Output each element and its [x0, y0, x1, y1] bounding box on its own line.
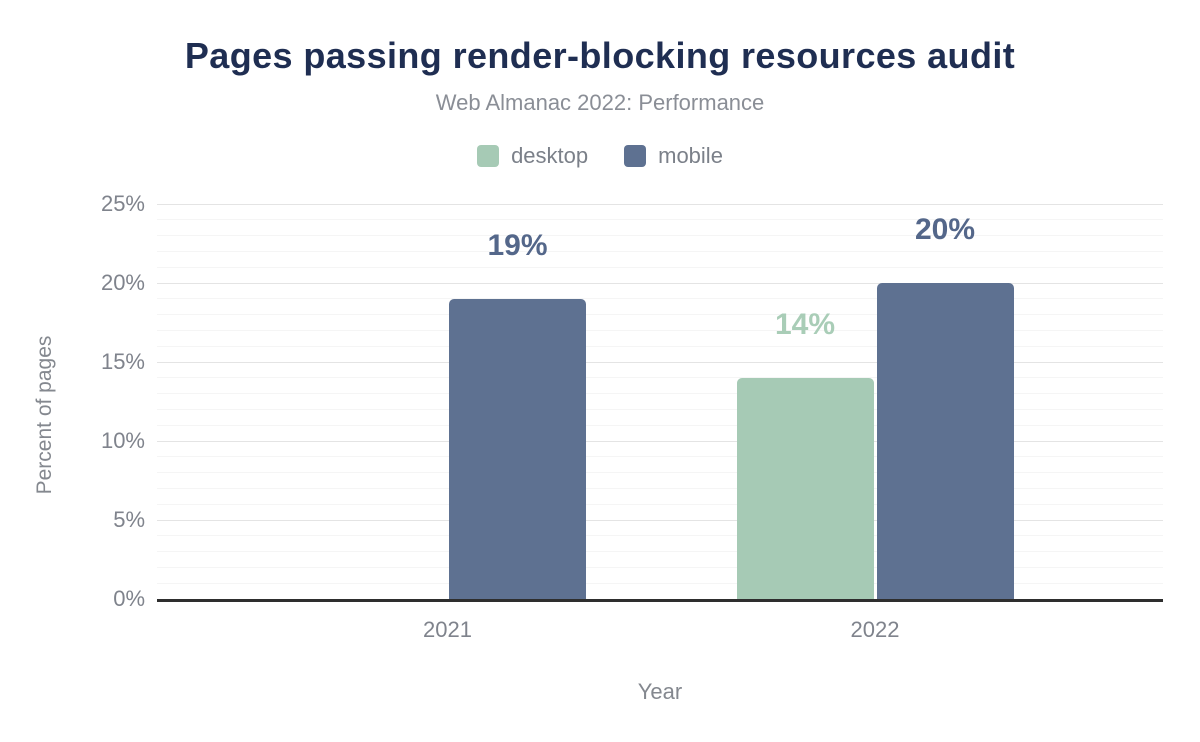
- bar-value-label: 19%: [487, 228, 548, 262]
- minor-gridline: [157, 503, 1163, 505]
- x-tick-label: 2022: [850, 617, 900, 642]
- minor-gridline: [157, 424, 1163, 426]
- legend-label-desktop: desktop: [511, 143, 589, 168]
- major-gridline: [157, 519, 1163, 521]
- chart-title: Pages passing render-blocking resources …: [184, 35, 1016, 76]
- bar-desktop-2022: [736, 377, 874, 599]
- minor-gridline: [157, 582, 1163, 584]
- x-tick-label: 2021: [423, 617, 472, 642]
- chart-subtitle: Web Almanac 2022: Performance: [435, 90, 765, 115]
- bar-value-label: 14%: [774, 307, 836, 341]
- minor-gridline: [157, 456, 1163, 458]
- bar-mobile-2021: [449, 298, 586, 599]
- minor-gridline: [157, 298, 1163, 300]
- bar-value-label: 20%: [914, 213, 976, 246]
- legend-label-mobile: mobile: [658, 143, 723, 168]
- minor-gridline: [157, 219, 1163, 221]
- minor-gridline: [157, 329, 1163, 331]
- y-tick-label: 10%: [100, 428, 145, 453]
- minor-gridline: [157, 472, 1163, 474]
- y-axis-title: Percent of pages: [33, 335, 56, 495]
- minor-gridline: [157, 250, 1163, 252]
- y-tick-label: 5%: [113, 507, 145, 532]
- major-gridline: [157, 440, 1163, 442]
- minor-gridline: [157, 235, 1163, 237]
- y-tick-label: 15%: [100, 349, 145, 374]
- minor-gridline: [157, 487, 1163, 489]
- minor-gridline: [157, 551, 1163, 553]
- x-axis-line: [157, 599, 1163, 602]
- legend-item-mobile: mobile: [624, 144, 723, 168]
- y-tick-label: 20%: [100, 270, 145, 295]
- major-gridline: [157, 203, 1163, 205]
- legend-item-desktop: desktop: [477, 144, 588, 168]
- bar-mobile-2022: [876, 283, 1014, 599]
- mobile-swatch-icon: [624, 145, 647, 167]
- major-gridline: [157, 282, 1163, 284]
- minor-gridline: [157, 314, 1163, 316]
- minor-gridline: [157, 535, 1163, 537]
- minor-gridline: [157, 566, 1163, 568]
- y-tick-label: 25%: [100, 191, 145, 216]
- minor-gridline: [157, 266, 1163, 268]
- minor-gridline: [157, 345, 1163, 347]
- y-tick-label: 0%: [113, 586, 145, 611]
- major-gridline: [157, 361, 1163, 363]
- x-axis-title: Year: [637, 679, 683, 704]
- legend: desktop mobile: [0, 143, 1200, 169]
- minor-gridline: [157, 393, 1163, 395]
- minor-gridline: [157, 408, 1163, 410]
- minor-gridline: [157, 377, 1163, 379]
- desktop-swatch-icon: [477, 145, 500, 167]
